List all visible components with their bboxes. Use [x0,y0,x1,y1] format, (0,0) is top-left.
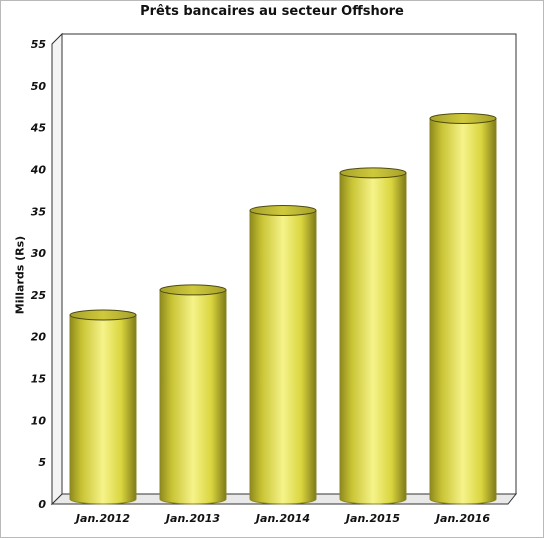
y-tick-label: 35 [31,205,47,218]
x-tick-label: Jan.2013 [164,512,220,525]
bar-body [159,289,227,505]
bar-top [159,284,227,296]
y-tick-label: 25 [31,289,47,302]
x-tick-label: Jan.2012 [74,512,130,525]
bars [69,112,497,505]
plot-side-wall [51,32,63,506]
bar [249,204,317,505]
y-tick-label: 45 [30,122,47,135]
y-tick-label: 10 [31,414,47,427]
bar-body [69,314,137,505]
bar-body [249,209,317,505]
chart-title: Prêts bancaires au secteur Offshore [140,4,404,19]
bar-top [339,167,407,179]
axis-labels: 0 5 10 15 20 25 30 35 40 45 50 55 Jan.2012 Jan.2013 Ja… [30,38,491,525]
y-tick-label: 50 [31,80,47,93]
x-tick-label: Jan.2015 [344,512,400,525]
bar [159,284,227,505]
bar-top [249,204,317,216]
y-tick-label: 30 [31,247,47,260]
bar-top [69,309,137,321]
x-tick-label: Jan.2016 [434,512,490,525]
bar-top [429,112,497,124]
bar-body [339,172,407,505]
y-tick-label: 40 [30,163,47,176]
y-tick-label: 5 [38,456,46,469]
y-tick-label: 55 [31,38,47,51]
y-tick-label: 0 [38,498,46,511]
y-tick-label: 15 [31,373,47,386]
x-tick-label: Jan.2014 [254,512,310,525]
bar [429,112,497,505]
bar [339,167,407,505]
y-tick-label: 20 [31,331,47,344]
bar [69,309,137,505]
bar-body [429,117,497,505]
